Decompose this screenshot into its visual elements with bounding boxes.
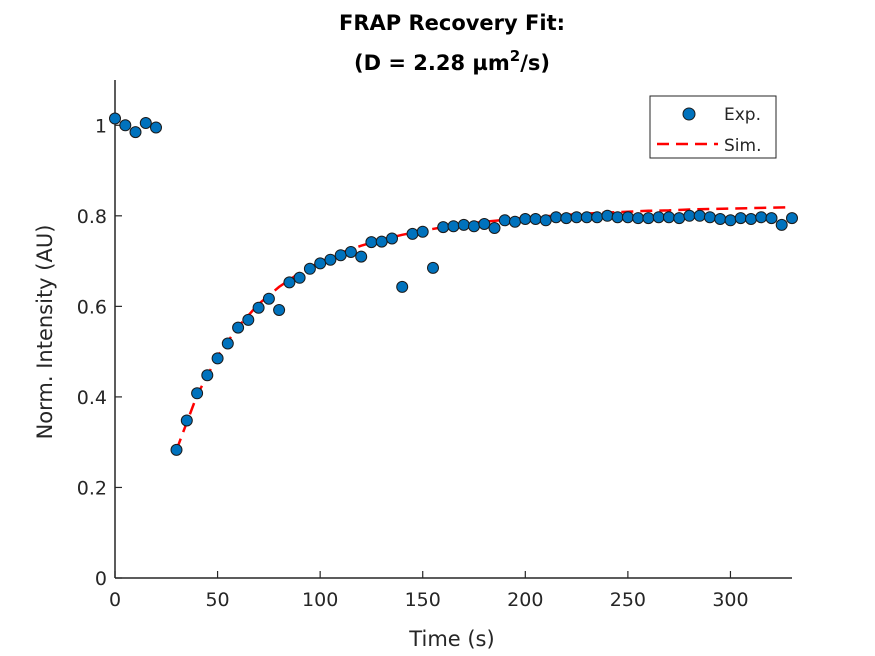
experimental-point [745, 213, 757, 225]
experimental-point [150, 121, 162, 134]
x-tick-label: 0 [109, 589, 121, 611]
chart-title-line2-prefix: (D = 2.28 µm [354, 51, 510, 75]
experimental-point [714, 213, 727, 225]
experimental-point [211, 352, 224, 365]
experimental-point [293, 271, 306, 284]
experimental-point [375, 235, 388, 248]
x-tick-label: 150 [405, 589, 441, 611]
experimental-point [129, 126, 142, 139]
experimental-point [786, 212, 798, 225]
x-tick-label: 250 [610, 589, 646, 611]
legend-exp-label: Exp. [724, 105, 761, 125]
legend: Exp. Sim. [649, 95, 777, 159]
experimental-point [427, 261, 439, 274]
experimental-point [632, 212, 645, 225]
experimental-point [683, 209, 696, 222]
y-tick-label: 1 [95, 115, 107, 137]
experimental-point [457, 218, 470, 231]
experimental-point [396, 280, 409, 293]
y-tick-label: 0.8 [77, 206, 107, 228]
legend-sim-label: Sim. [724, 136, 761, 156]
experimental-point [509, 215, 521, 228]
experimental-point [447, 220, 460, 233]
experimental-point [273, 304, 286, 316]
chart-title-line1: FRAP Recovery Fit: [339, 11, 565, 35]
experimental-point [242, 313, 255, 326]
experimental-point [693, 209, 706, 222]
experimental-point [611, 211, 624, 224]
experimental-point [529, 213, 542, 225]
y-axis-label: Norm. Intensity (AU) [33, 225, 57, 440]
experimental-point [550, 211, 563, 224]
y-tick-label: 0 [95, 568, 107, 590]
experimental-point [170, 443, 183, 456]
chart-title-line2-superscript: 2 [510, 47, 520, 65]
experimental-point [180, 414, 193, 427]
experimental-point [139, 117, 152, 129]
experimental-point [365, 236, 378, 249]
experimental-point [386, 232, 398, 245]
experimental-point [601, 209, 614, 222]
experimental-point [191, 387, 204, 400]
experimental-point [262, 292, 275, 305]
experimental-point [416, 225, 429, 238]
x-tick-label: 300 [712, 589, 748, 611]
x-tick-label: 100 [302, 589, 338, 611]
experimental-point [252, 301, 265, 314]
legend-exp-marker [682, 107, 696, 121]
experimental-point [580, 211, 593, 224]
experimental-point [334, 249, 347, 262]
y-tick-label: 0.2 [77, 477, 107, 499]
experimental-point [570, 211, 583, 224]
experimental-point [539, 214, 552, 227]
experimental-point [652, 211, 665, 224]
x-tick-label: 200 [507, 589, 543, 611]
experimental-point [303, 262, 316, 275]
experimental-point [119, 119, 132, 132]
legend-box [649, 95, 777, 159]
experimental-point [724, 214, 737, 227]
experimental-point [344, 246, 357, 258]
experimental-point [355, 250, 368, 263]
experimental-point [478, 218, 491, 230]
experimental-point [283, 276, 296, 289]
experimental-point [232, 321, 245, 334]
experimental-point [591, 211, 604, 224]
experimental-point [775, 218, 788, 231]
experimental-point [324, 253, 337, 266]
experimental-point [765, 212, 778, 225]
y-tick-label: 0.6 [77, 296, 107, 318]
experimental-layer [109, 112, 798, 456]
experimental-point [468, 220, 480, 233]
experimental-point [642, 212, 655, 225]
experimental-point [498, 214, 511, 227]
x-axis-label: Time (s) [408, 627, 494, 651]
experimental-point [662, 211, 675, 224]
experimental-point [314, 257, 327, 270]
experimental-point [755, 211, 768, 224]
chart-title-line2: (D = 2.28 µm2/s) [354, 47, 550, 75]
experimental-point [437, 221, 450, 234]
experimental-point [201, 369, 214, 382]
experimental-point [734, 212, 747, 225]
experimental-point [621, 211, 634, 224]
experimental-point [673, 212, 686, 225]
chart-title-line2-suffix: /s) [520, 51, 550, 75]
experimental-point [221, 337, 234, 350]
experimental-point [406, 227, 419, 240]
experimental-point [109, 112, 121, 125]
simulation-layer [175, 205, 793, 451]
experimental-point [560, 212, 573, 225]
y-tick-label: 0.4 [77, 387, 107, 409]
axes: 0 50 100 150 200 250 300 0 0.2 0.4 0.6 0.8 1 [77, 80, 792, 611]
experimental-point [519, 213, 532, 225]
simulation-curve [175, 205, 793, 451]
experimental-point [488, 222, 501, 234]
x-tick-label: 50 [205, 589, 229, 611]
experimental-point [703, 211, 716, 224]
